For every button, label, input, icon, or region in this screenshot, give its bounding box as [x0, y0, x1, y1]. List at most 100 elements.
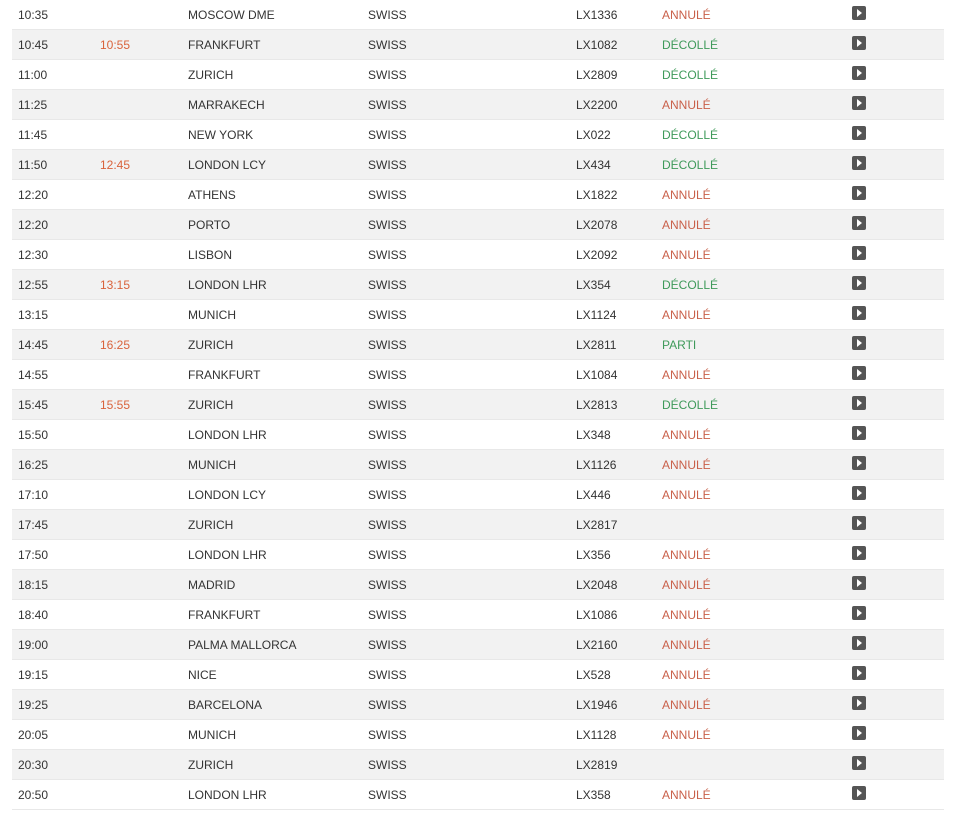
- table-row: 12:20ATHENSSWISSLX1822ANNULÉ: [12, 180, 944, 210]
- airline: SWISS: [362, 758, 570, 772]
- flight-number: LX2819: [570, 758, 656, 772]
- play-icon[interactable]: [852, 756, 866, 770]
- table-row: 17:10LONDON LCYSWISSLX446ANNULÉ: [12, 480, 944, 510]
- flight-number: LX356: [570, 548, 656, 562]
- details-cell: [846, 276, 906, 293]
- scheduled-time: 15:50: [12, 428, 94, 442]
- airline: SWISS: [362, 68, 570, 82]
- flight-number: LX354: [570, 278, 656, 292]
- flight-number: LX2078: [570, 218, 656, 232]
- play-icon[interactable]: [852, 126, 866, 140]
- play-icon[interactable]: [852, 306, 866, 320]
- table-row: 14:4516:25ZURICHSWISSLX2811PARTI: [12, 330, 944, 360]
- scheduled-time: 17:45: [12, 518, 94, 532]
- status: DÉCOLLÉ: [656, 68, 846, 82]
- flight-number: LX348: [570, 428, 656, 442]
- play-icon[interactable]: [852, 456, 866, 470]
- play-icon[interactable]: [852, 546, 866, 560]
- table-row: 16:25MUNICHSWISSLX1126ANNULÉ: [12, 450, 944, 480]
- status: ANNULÉ: [656, 308, 846, 322]
- details-cell: [846, 126, 906, 143]
- scheduled-time: 19:00: [12, 638, 94, 652]
- airline: SWISS: [362, 248, 570, 262]
- scheduled-time: 20:30: [12, 758, 94, 772]
- table-row: 11:45NEW YORKSWISSLX022DÉCOLLÉ: [12, 120, 944, 150]
- play-icon[interactable]: [852, 246, 866, 260]
- status: ANNULÉ: [656, 488, 846, 502]
- scheduled-time: 17:10: [12, 488, 94, 502]
- play-icon[interactable]: [852, 156, 866, 170]
- table-row: 11:5012:45LONDON LCYSWISSLX434DÉCOLLÉ: [12, 150, 944, 180]
- play-icon[interactable]: [852, 276, 866, 290]
- play-icon[interactable]: [852, 636, 866, 650]
- table-row: 20:30ZURICHSWISSLX2819: [12, 750, 944, 780]
- scheduled-time: 12:20: [12, 188, 94, 202]
- status: ANNULÉ: [656, 428, 846, 442]
- details-cell: [846, 6, 906, 23]
- status: ANNULÉ: [656, 248, 846, 262]
- play-icon[interactable]: [852, 6, 866, 20]
- flight-number: LX1082: [570, 38, 656, 52]
- airline: SWISS: [362, 128, 570, 142]
- table-row: 15:4515:55ZURICHSWISSLX2813DÉCOLLÉ: [12, 390, 944, 420]
- scheduled-time: 16:25: [12, 458, 94, 472]
- play-icon[interactable]: [852, 426, 866, 440]
- details-cell: [846, 606, 906, 623]
- play-icon[interactable]: [852, 786, 866, 800]
- airline: SWISS: [362, 548, 570, 562]
- play-icon[interactable]: [852, 66, 866, 80]
- play-icon[interactable]: [852, 606, 866, 620]
- play-icon[interactable]: [852, 516, 866, 530]
- destination: ATHENS: [182, 188, 362, 202]
- table-row: 17:45ZURICHSWISSLX2817: [12, 510, 944, 540]
- details-cell: [846, 336, 906, 353]
- details-cell: [846, 486, 906, 503]
- play-icon[interactable]: [852, 726, 866, 740]
- table-row: 20:50LONDON LHRSWISSLX358ANNULÉ: [12, 780, 944, 810]
- play-icon[interactable]: [852, 576, 866, 590]
- play-icon[interactable]: [852, 696, 866, 710]
- revised-time: 10:55: [94, 38, 182, 52]
- airline: SWISS: [362, 608, 570, 622]
- airline: SWISS: [362, 398, 570, 412]
- play-icon[interactable]: [852, 36, 866, 50]
- play-icon[interactable]: [852, 336, 866, 350]
- details-cell: [846, 696, 906, 713]
- airline: SWISS: [362, 518, 570, 532]
- airline: SWISS: [362, 218, 570, 232]
- play-icon[interactable]: [852, 396, 866, 410]
- play-icon[interactable]: [852, 666, 866, 680]
- airline: SWISS: [362, 158, 570, 172]
- table-row: 12:30LISBONSWISSLX2092ANNULÉ: [12, 240, 944, 270]
- play-icon[interactable]: [852, 96, 866, 110]
- scheduled-time: 10:35: [12, 8, 94, 22]
- airline: SWISS: [362, 308, 570, 322]
- table-row: 12:20PORTOSWISSLX2078ANNULÉ: [12, 210, 944, 240]
- flight-number: LX1946: [570, 698, 656, 712]
- flight-table: 10:35MOSCOW DMESWISSLX1336ANNULÉ10:4510:…: [0, 0, 956, 810]
- revised-time: 13:15: [94, 278, 182, 292]
- status: ANNULÉ: [656, 668, 846, 682]
- details-cell: [846, 396, 906, 413]
- flight-number: LX2809: [570, 68, 656, 82]
- details-cell: [846, 306, 906, 323]
- destination: MARRAKECH: [182, 98, 362, 112]
- destination: PORTO: [182, 218, 362, 232]
- details-cell: [846, 726, 906, 743]
- table-row: 17:50LONDON LHRSWISSLX356ANNULÉ: [12, 540, 944, 570]
- details-cell: [846, 216, 906, 233]
- status: DÉCOLLÉ: [656, 38, 846, 52]
- play-icon[interactable]: [852, 486, 866, 500]
- destination: LONDON LHR: [182, 428, 362, 442]
- table-row: 18:15MADRIDSWISSLX2048ANNULÉ: [12, 570, 944, 600]
- status: ANNULÉ: [656, 578, 846, 592]
- play-icon[interactable]: [852, 186, 866, 200]
- scheduled-time: 18:15: [12, 578, 94, 592]
- table-row: 14:55FRANKFURTSWISSLX1084ANNULÉ: [12, 360, 944, 390]
- scheduled-time: 20:50: [12, 788, 94, 802]
- play-icon[interactable]: [852, 366, 866, 380]
- play-icon[interactable]: [852, 216, 866, 230]
- flight-number: LX528: [570, 668, 656, 682]
- details-cell: [846, 246, 906, 263]
- details-cell: [846, 636, 906, 653]
